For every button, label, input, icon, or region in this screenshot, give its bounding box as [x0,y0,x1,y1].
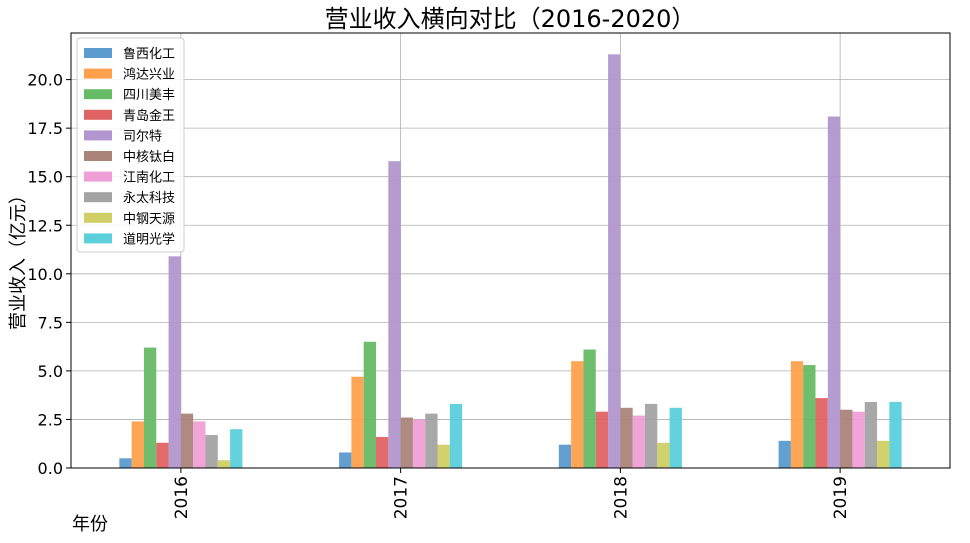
bar-道明光学-2016 [230,429,243,468]
bar-司尔特-2016 [168,256,181,468]
bar-四川美丰-2018 [583,349,596,468]
bar-江南化工-2017 [412,419,426,468]
bar-永太科技-2019 [864,401,878,468]
bar-四川美丰-2017 [363,341,377,468]
bar-中核钛白-2018 [620,407,633,468]
bar-鸿达兴业-2019 [790,361,804,468]
bar-江南化工-2018 [632,415,645,468]
bar-道明光学-2018 [669,407,682,468]
y-tick-label: 2.5 [38,410,63,429]
legend-label: 中核钛白 [123,149,175,165]
y-tick-label: 12.5 [27,216,63,235]
bar-四川美丰-2019 [803,365,816,468]
legend-label: 四川美丰 [123,88,175,103]
x-tick-label: 2018 [611,476,631,519]
bar-道明光学-2019 [889,401,902,468]
legend-swatch [84,109,112,120]
legend-label: 鲁西化工 [123,47,175,62]
bar-鸿达兴业-2017 [351,376,364,468]
x-tick-label: 2019 [831,476,851,519]
bar-青岛金王-2016 [156,442,169,468]
y-tick-label: 5.0 [38,362,63,381]
legend-label: 司尔特 [123,129,162,144]
bar-鸿达兴业-2018 [571,361,584,468]
legend-swatch [84,171,112,182]
legend-swatch [84,192,112,203]
axes: 0.0 2.5 5.0 7.5 10.0 12.5 15.0 17.5 20.0 2016 2017… [27,32,951,519]
bar-中核钛白-2019 [840,409,853,468]
bar-永太科技-2016 [205,434,218,468]
legend-swatch [84,151,112,161]
legend-swatch [84,48,112,58]
legend-swatch [84,130,112,141]
chart-title: 营业收入横向对比（2016-2020） [325,5,696,33]
y-tick-label: 15.0 [27,168,63,187]
legend-label: 鸿达兴业 [123,67,175,83]
y-tick-label: 20.0 [27,71,63,90]
legend-label: 中钢天源 [123,212,175,227]
y-tick-label: 0.0 [38,459,63,478]
bar-中核钛白-2016 [180,413,194,468]
bar-中钢天源-2016 [217,460,231,468]
legend-label: 青岛金王 [123,108,175,124]
legend-swatch [84,212,112,223]
bar-中钢天源-2019 [877,440,890,468]
bar-青岛金王-2019 [815,398,828,468]
bar-中核钛白-2017 [400,417,413,468]
bar-鲁西化工-2017 [339,452,352,468]
bar-司尔特-2017 [388,161,401,468]
bar-江南化工-2019 [852,411,865,468]
bar-四川美丰-2016 [143,347,157,468]
x-tick-label: 2017 [392,476,412,519]
bar-鲁西化工-2018 [558,444,572,468]
legend-label: 江南化工 [123,170,175,186]
bar-永太科技-2017 [425,413,438,468]
bar-鸿达兴业-2016 [131,421,144,468]
bar-司尔特-2018 [608,54,621,469]
y-tick-label: 10.0 [27,265,63,284]
x-axis-label: 年份 [72,514,108,535]
bar-司尔特-2019 [827,116,841,469]
y-tick-label: 17.5 [27,119,63,138]
bar-鲁西化工-2019 [778,440,791,468]
bar-道明光学-2017 [449,403,463,468]
legend-swatch [84,233,112,244]
bar-中钢天源-2017 [437,444,450,468]
bar-中钢天源-2018 [657,442,670,468]
y-tick-label: 7.5 [38,313,63,332]
bar-鲁西化工-2016 [119,458,132,468]
x-tick-label: 2016 [172,476,192,519]
plot-frame [70,32,951,469]
bars [119,54,902,469]
y-axis-label: 营业收入（亿元） [8,186,29,330]
legend-swatch [84,68,112,79]
legend-label: 道明光学 [123,231,175,247]
bar-永太科技-2018 [644,403,658,468]
legend-label: 永太科技 [123,191,175,206]
bar-青岛金王-2018 [595,411,609,468]
bar-江南化工-2016 [193,421,206,468]
legend-swatch [84,89,112,100]
bar-青岛金王-2017 [376,436,389,468]
